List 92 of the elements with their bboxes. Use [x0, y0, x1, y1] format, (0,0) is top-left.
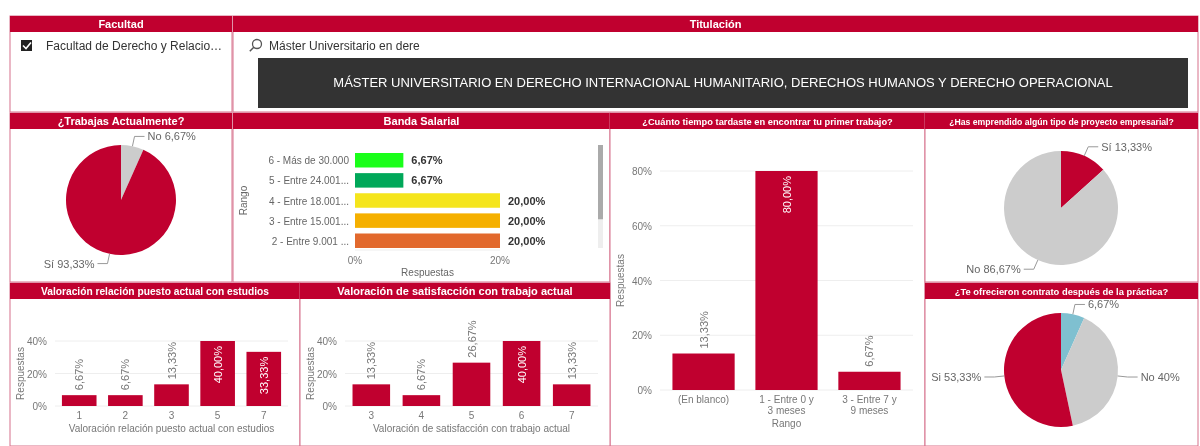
y-tick-label: 5 - Entre 24.001...: [268, 175, 349, 187]
pie-slice: [1004, 151, 1118, 265]
text: MÁSTER UNIVERSITARIO EN DERECHO INTERNACIONAL HUMANITARIO, DERECHOS HUMANOS Y DERECHO OPERACIONAL: [333, 75, 1113, 90]
data-label: 6,67%: [119, 358, 132, 391]
pie-slice: [121, 145, 144, 200]
y-axis-title: Rango: [238, 185, 249, 216]
bar: [108, 395, 143, 406]
x-tick-label: 3: [168, 410, 175, 421]
slice-label: Sí 93,33%: [43, 257, 95, 270]
text: Facultad de Derecho y Relacio…: [46, 39, 223, 53]
y-axis-title: Respuestas: [305, 347, 316, 400]
bar: [200, 341, 235, 406]
data-label: 40,00%: [515, 345, 528, 384]
data-label: 13,33%: [365, 341, 378, 380]
text: Facultad: [98, 18, 144, 30]
text: Titulación: [689, 18, 742, 30]
x-axis-title: Rango: [771, 418, 802, 429]
slice-label: Sí 13,33%: [1101, 140, 1153, 153]
y-tick-label: 20%: [631, 330, 653, 342]
x-tick-label: 2: [122, 410, 129, 421]
y-tick-label: 40%: [631, 275, 653, 287]
data-label: 20,00%: [508, 194, 546, 207]
chart-title: Banda Salarial: [383, 115, 460, 127]
x-tick-label: 5: [468, 410, 475, 421]
data-label: 6,67%: [415, 358, 428, 391]
y-tick-label: 60%: [631, 220, 653, 232]
x-tick-label: 3: [368, 410, 375, 421]
data-label: 26,67%: [465, 320, 478, 358]
pie-slice: [1004, 313, 1073, 427]
x-tick-label: 1: [76, 410, 83, 421]
bar: [154, 384, 189, 406]
data-label: 40,00%: [211, 345, 224, 384]
data-label: 6,67%: [1087, 298, 1120, 311]
slice-label: Si 53,33%: [931, 371, 982, 383]
chart-title: Valoración relación puesto actual con estudios: [41, 286, 270, 297]
y-tick-label: 4 - Entre 18.001...: [268, 195, 349, 207]
x-tick-label: 7: [568, 410, 575, 421]
y-tick-label: 6 - Más de 30.000: [268, 155, 350, 167]
pie-slice: [1061, 317, 1118, 426]
y-tick-label: 20%: [316, 368, 338, 380]
data-label: 33,33%: [257, 356, 270, 395]
slice-label: No 86,67%: [966, 263, 1021, 276]
pie-slice: [66, 145, 176, 255]
data-label: 13,33%: [565, 341, 578, 380]
x-tick-label: 5: [214, 410, 221, 421]
bar: [246, 351, 282, 406]
bar: [755, 171, 818, 390]
data-label: 80,00%: [780, 175, 793, 214]
y-tick-label: 80%: [631, 166, 653, 177]
x-tick-label: 7: [261, 410, 267, 421]
data-label: 13,33%: [697, 310, 710, 349]
chart-title: ¿Te ofrecieron contrato después de la práctica?: [954, 286, 1169, 297]
y-tick-label: 3 - Entre 15.001...: [268, 215, 349, 227]
x-tick-label: 3 - Entre 7 y 9 meses: [842, 394, 897, 416]
bar: [352, 384, 391, 406]
y-axis-title: Respuestas: [15, 347, 26, 400]
x-tick-label: (En blanco): [677, 394, 730, 405]
data-label: 6,67%: [411, 174, 443, 187]
text: Máster Universitario en dere: [269, 39, 421, 53]
x-axis-title: Valoración relación puesto actual con estudios: [68, 423, 275, 434]
data-label: 13,33%: [165, 341, 178, 380]
y-tick-label: 40%: [26, 336, 48, 347]
data-label: 20,00%: [508, 234, 546, 247]
x-axis-title: Valoración de satisfacción con trabajo actual: [372, 423, 571, 434]
chart-title: ¿Cuánto tiempo tardaste en encontrar tu primer trabajo?: [642, 117, 894, 127]
x-tick-label: 6: [518, 410, 525, 421]
bar: [452, 362, 491, 406]
data-label: 6,67%: [863, 335, 876, 367]
bar: [672, 353, 735, 390]
slice-label: No 6,67%: [147, 130, 197, 143]
data-label: 20,00%: [508, 214, 546, 227]
slice-label: No 40%: [1140, 371, 1180, 384]
data-label: 6,67%: [411, 154, 443, 167]
chart-title: ¿Trabajas Actualmente?: [57, 115, 185, 128]
y-tick-label: 0%: [637, 385, 653, 396]
x-tick-label: 4: [418, 410, 425, 421]
x-axis-title: Respuestas: [401, 267, 454, 278]
y-tick-label: 20%: [26, 368, 48, 380]
bar: [61, 395, 97, 406]
data-label: 6,67%: [73, 358, 86, 391]
y-axis-title: Respuestas: [615, 254, 626, 307]
pie-slice: [1061, 313, 1085, 370]
chart-title: Valoración de satisfacción con trabajo actual: [337, 285, 573, 297]
chart-title: ¿Has emprendido algún tipo de proyecto empresarial?: [949, 117, 1174, 127]
x-tick-label: 1 - Entre 0 y 3 meses: [759, 394, 814, 416]
y-tick-label: 2 - Entre 9.001 ...: [271, 235, 349, 247]
bar: [402, 395, 441, 406]
bar: [552, 384, 591, 406]
pie-slice: [1061, 151, 1104, 208]
y-tick-label: 40%: [316, 336, 338, 347]
bar: [838, 371, 901, 390]
bar: [502, 341, 541, 406]
